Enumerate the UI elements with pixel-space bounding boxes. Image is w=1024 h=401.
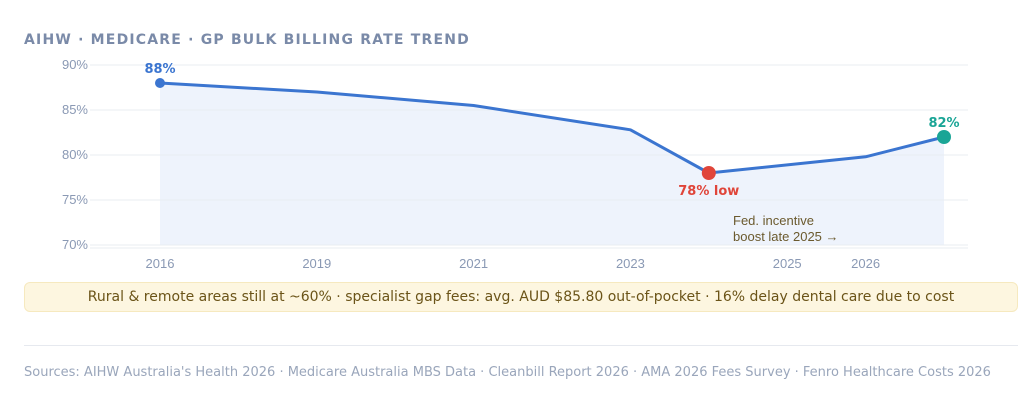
data-point bbox=[155, 78, 165, 88]
x-tick-label: 2019 bbox=[302, 256, 331, 271]
y-tick-label: 70% bbox=[62, 237, 88, 252]
y-tick-label: 90% bbox=[62, 57, 88, 72]
sources-footer: Sources: AIHW Australia's Health 2026 · … bbox=[24, 365, 991, 380]
data-label: 78% low bbox=[678, 184, 739, 199]
x-tick-label: 2026 bbox=[851, 256, 880, 271]
data-point bbox=[701, 166, 716, 180]
data-label: 82% bbox=[928, 116, 959, 131]
y-tick-label: 75% bbox=[62, 192, 88, 207]
chart-title: AIHW · MEDICARE · GP BULK BILLING RATE T… bbox=[24, 32, 470, 48]
x-tick-label: 2016 bbox=[146, 256, 175, 271]
annotation-text: boost late 2025 → bbox=[733, 229, 839, 244]
annotation-text: Fed. incentive bbox=[733, 213, 814, 228]
x-tick-label: 2025 bbox=[773, 256, 802, 271]
banner-text: Rural & remote areas still at ~60% · spe… bbox=[87, 289, 955, 305]
footer-divider bbox=[24, 345, 1018, 346]
y-tick-label: 85% bbox=[62, 102, 88, 117]
info-banner: Rural & remote areas still at ~60% · spe… bbox=[24, 282, 1018, 312]
area-fill bbox=[160, 83, 944, 245]
series-line bbox=[158, 81, 946, 175]
bulk-billing-chart: 70% 75% 80% 85% 90% 2016 2019 2021 2023 2025 2026 8… bbox=[62, 57, 968, 271]
x-tick-label: 2023 bbox=[616, 256, 645, 271]
y-tick-label: 80% bbox=[62, 147, 88, 162]
data-label: 88% bbox=[144, 62, 175, 77]
x-tick-label: 2021 bbox=[459, 256, 488, 271]
data-point bbox=[937, 130, 951, 144]
